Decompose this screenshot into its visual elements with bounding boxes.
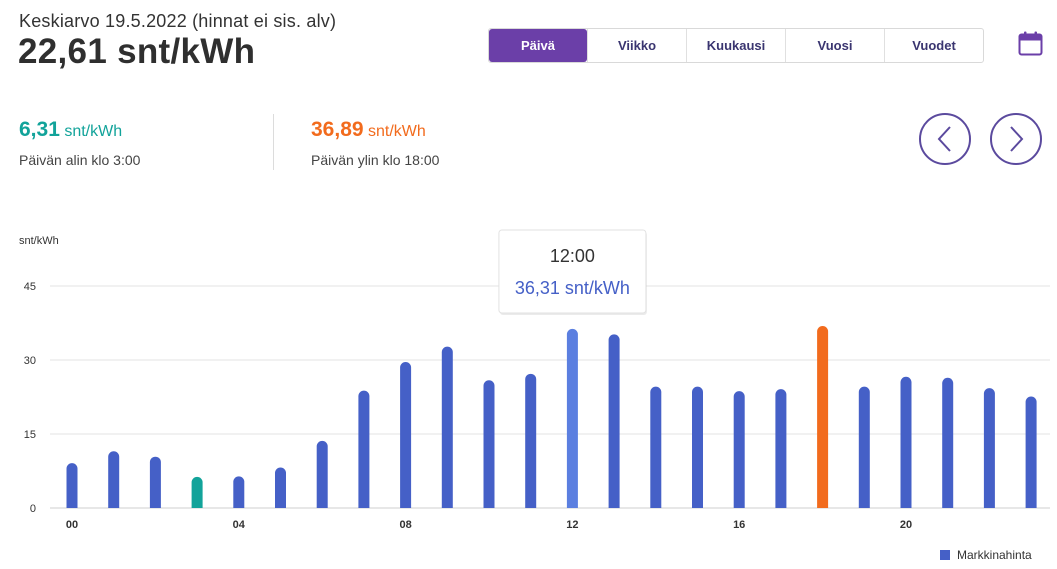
next-day-button[interactable] — [990, 113, 1042, 165]
bar-22 — [983, 388, 995, 508]
tooltip-time: 12:00 — [550, 246, 595, 266]
bar-19 — [858, 386, 870, 508]
min-price-unit: snt/kWh — [64, 123, 123, 140]
bar-04 — [233, 476, 245, 508]
bar-16 — [733, 391, 745, 508]
tooltip-box — [498, 229, 647, 314]
bar-11 — [525, 373, 537, 508]
previous-day-button[interactable] — [919, 113, 971, 165]
chevron-left-icon — [937, 126, 951, 152]
x-tick-label: 08 — [399, 519, 411, 531]
chevron-right-icon — [1010, 126, 1024, 152]
max-price-value-line: 36,89 snt/kWh — [311, 118, 439, 142]
bar-18 — [817, 326, 829, 508]
legend-label: Markkinahinta — [957, 548, 1032, 562]
bar-03 — [191, 476, 203, 508]
max-price-unit: snt/kWh — [368, 123, 426, 140]
x-tick-label: 20 — [900, 519, 912, 531]
bar-15 — [692, 386, 703, 508]
bar-20 — [900, 376, 912, 508]
bar-07 — [358, 390, 370, 508]
calendar-icon[interactable] — [1018, 31, 1043, 56]
tooltip: 12:00 36,31 snt/kWh — [498, 229, 647, 315]
x-tick-label: 12 — [566, 519, 578, 531]
max-price-stat: 36,89 snt/kWh Päivän ylin klo 18:00 — [311, 118, 439, 168]
min-price-stat: 6,31 snt/kWh Päivän alin klo 3:00 — [19, 118, 140, 168]
min-price-value: 6,31 — [19, 118, 60, 141]
bar-17 — [775, 389, 787, 508]
y-tick-label: 30 — [24, 355, 36, 367]
min-price-value-line: 6,31 snt/kWh — [19, 118, 140, 142]
bar-06 — [316, 440, 328, 508]
price-chart: snt/kWh 0 15 30 45 00 04 08 12 16 20 12:00 36,31 snt… — [19, 229, 1050, 531]
bar-10 — [483, 380, 495, 508]
tab-week[interactable]: Viikko — [587, 29, 686, 62]
tab-year[interactable]: Vuosi — [785, 29, 884, 62]
tab-month[interactable]: Kuukausi — [686, 29, 785, 62]
y-axis-label: snt/kWh — [19, 235, 59, 247]
bar-02 — [149, 456, 161, 508]
bar-05 — [275, 467, 286, 508]
bar-01 — [108, 451, 120, 508]
average-price: 22,61 snt/kWh — [18, 32, 256, 71]
subtitle: Keskiarvo 19.5.2022 (hinnat ei sis. alv) — [19, 11, 337, 31]
tooltip-value: 36,31 snt/kWh — [515, 278, 630, 298]
x-tick-label: 04 — [233, 519, 246, 531]
tab-years[interactable]: Vuodet — [884, 29, 983, 62]
bar-14 — [650, 386, 662, 508]
legend-swatch — [940, 550, 950, 560]
bar-00 — [66, 463, 78, 508]
bar-23 — [1025, 396, 1037, 508]
chart-legend: Markkinahinta — [940, 548, 1032, 562]
period-tabs: Päivä Viikko Kuukausi Vuosi Vuodet — [488, 28, 984, 63]
stat-divider — [273, 114, 274, 170]
bar-09 — [441, 346, 453, 508]
max-price-value: 36,89 — [311, 118, 364, 141]
tab-day[interactable]: Päivä — [489, 29, 587, 62]
x-tick-label: 16 — [733, 519, 745, 531]
bar-21 — [942, 377, 954, 508]
max-price-label: Päivän ylin klo 18:00 — [311, 152, 440, 168]
bar-13 — [608, 334, 620, 508]
y-tick-label: 45 — [24, 281, 36, 293]
y-tick-label: 15 — [24, 429, 36, 441]
bar-12 — [566, 328, 578, 508]
x-tick-label: 00 — [66, 519, 78, 531]
bar-08 — [400, 361, 412, 508]
y-tick-label: 0 — [30, 503, 36, 515]
min-price-label: Päivän alin klo 3:00 — [19, 152, 141, 168]
